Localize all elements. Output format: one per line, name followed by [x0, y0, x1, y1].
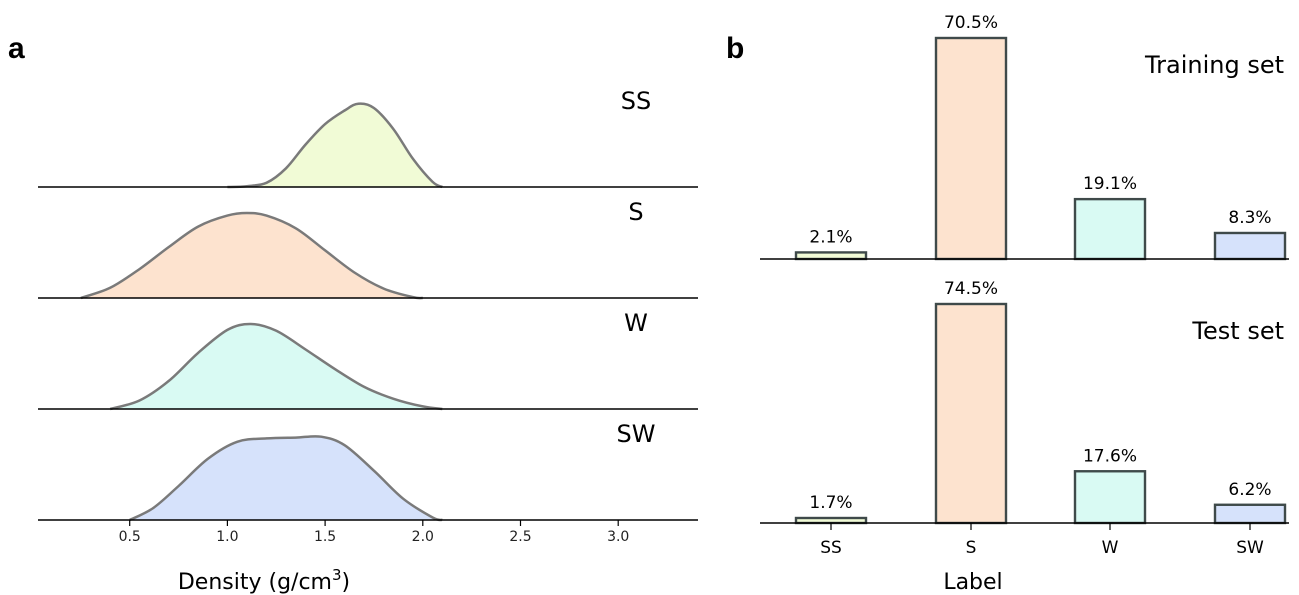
training-bar-label-ss: 2.1%: [809, 227, 852, 247]
training-bar-sw: [1213, 231, 1287, 261]
training-bar-label-s: 70.5%: [944, 13, 998, 33]
training-set-title: Training set: [1144, 51, 1284, 79]
x-tick-label: 1.5: [314, 529, 336, 545]
panel-b-letter: b: [726, 32, 744, 65]
test-bar-chart: 1.7% 74.5% 17.6% 6.2%: [760, 279, 1289, 525]
x-tick-label: 2.5: [509, 529, 531, 545]
x-axis-title: Density (g/cm3): [178, 566, 350, 595]
ridge-label-ss: SS: [621, 87, 651, 115]
density-area-sw: [129, 436, 443, 520]
training-bar-s: [934, 36, 1008, 261]
density-line-s: [80, 211, 423, 300]
bar-x-axis-title: Label: [943, 570, 1002, 595]
training-bar-w: [1073, 197, 1147, 261]
category-label-ss: SS: [820, 538, 842, 558]
category-label-s: S: [966, 538, 977, 558]
test-bar-w: [1073, 470, 1147, 525]
test-bar-sw: [1213, 503, 1287, 525]
ridge-label-s: S: [628, 198, 643, 226]
ridge-label-w: W: [624, 309, 648, 337]
test-bar-label-s: 74.5%: [944, 279, 998, 299]
density-area-w: [110, 323, 443, 409]
test-bar-label-ss: 1.7%: [809, 493, 852, 513]
x-tick-label: 3.0: [607, 529, 629, 545]
category-label-w: W: [1102, 538, 1119, 558]
x-axis-ticks: 0.5 1.0 1.5 2.0 2.5 3.0: [119, 520, 629, 545]
test-bar-label-sw: 6.2%: [1228, 480, 1271, 500]
training-bar-label-sw: 8.3%: [1228, 208, 1271, 228]
panel-a-letter: a: [8, 32, 25, 65]
test-set-title: Test set: [1191, 317, 1284, 345]
x-tick-label: 2.0: [412, 529, 434, 545]
density-line-sw: [129, 435, 443, 522]
density-line-w: [109, 322, 443, 411]
density-area-s: [80, 213, 423, 299]
ridge-label-sw: SW: [617, 420, 656, 448]
category-axis-labels: SS S W SW: [820, 523, 1264, 558]
training-bar-ss: [794, 251, 868, 261]
x-tick-label: 0.5: [119, 529, 141, 545]
category-label-sw: SW: [1236, 538, 1264, 558]
x-tick-label: 1.0: [216, 529, 238, 545]
density-line-ss: [227, 102, 443, 189]
training-bar-label-w: 19.1%: [1083, 174, 1137, 194]
test-bar-label-w: 17.6%: [1083, 446, 1137, 466]
training-bar-chart: 2.1% 70.5% 19.1% 8.3%: [760, 13, 1289, 261]
test-bar-s: [934, 302, 1008, 525]
